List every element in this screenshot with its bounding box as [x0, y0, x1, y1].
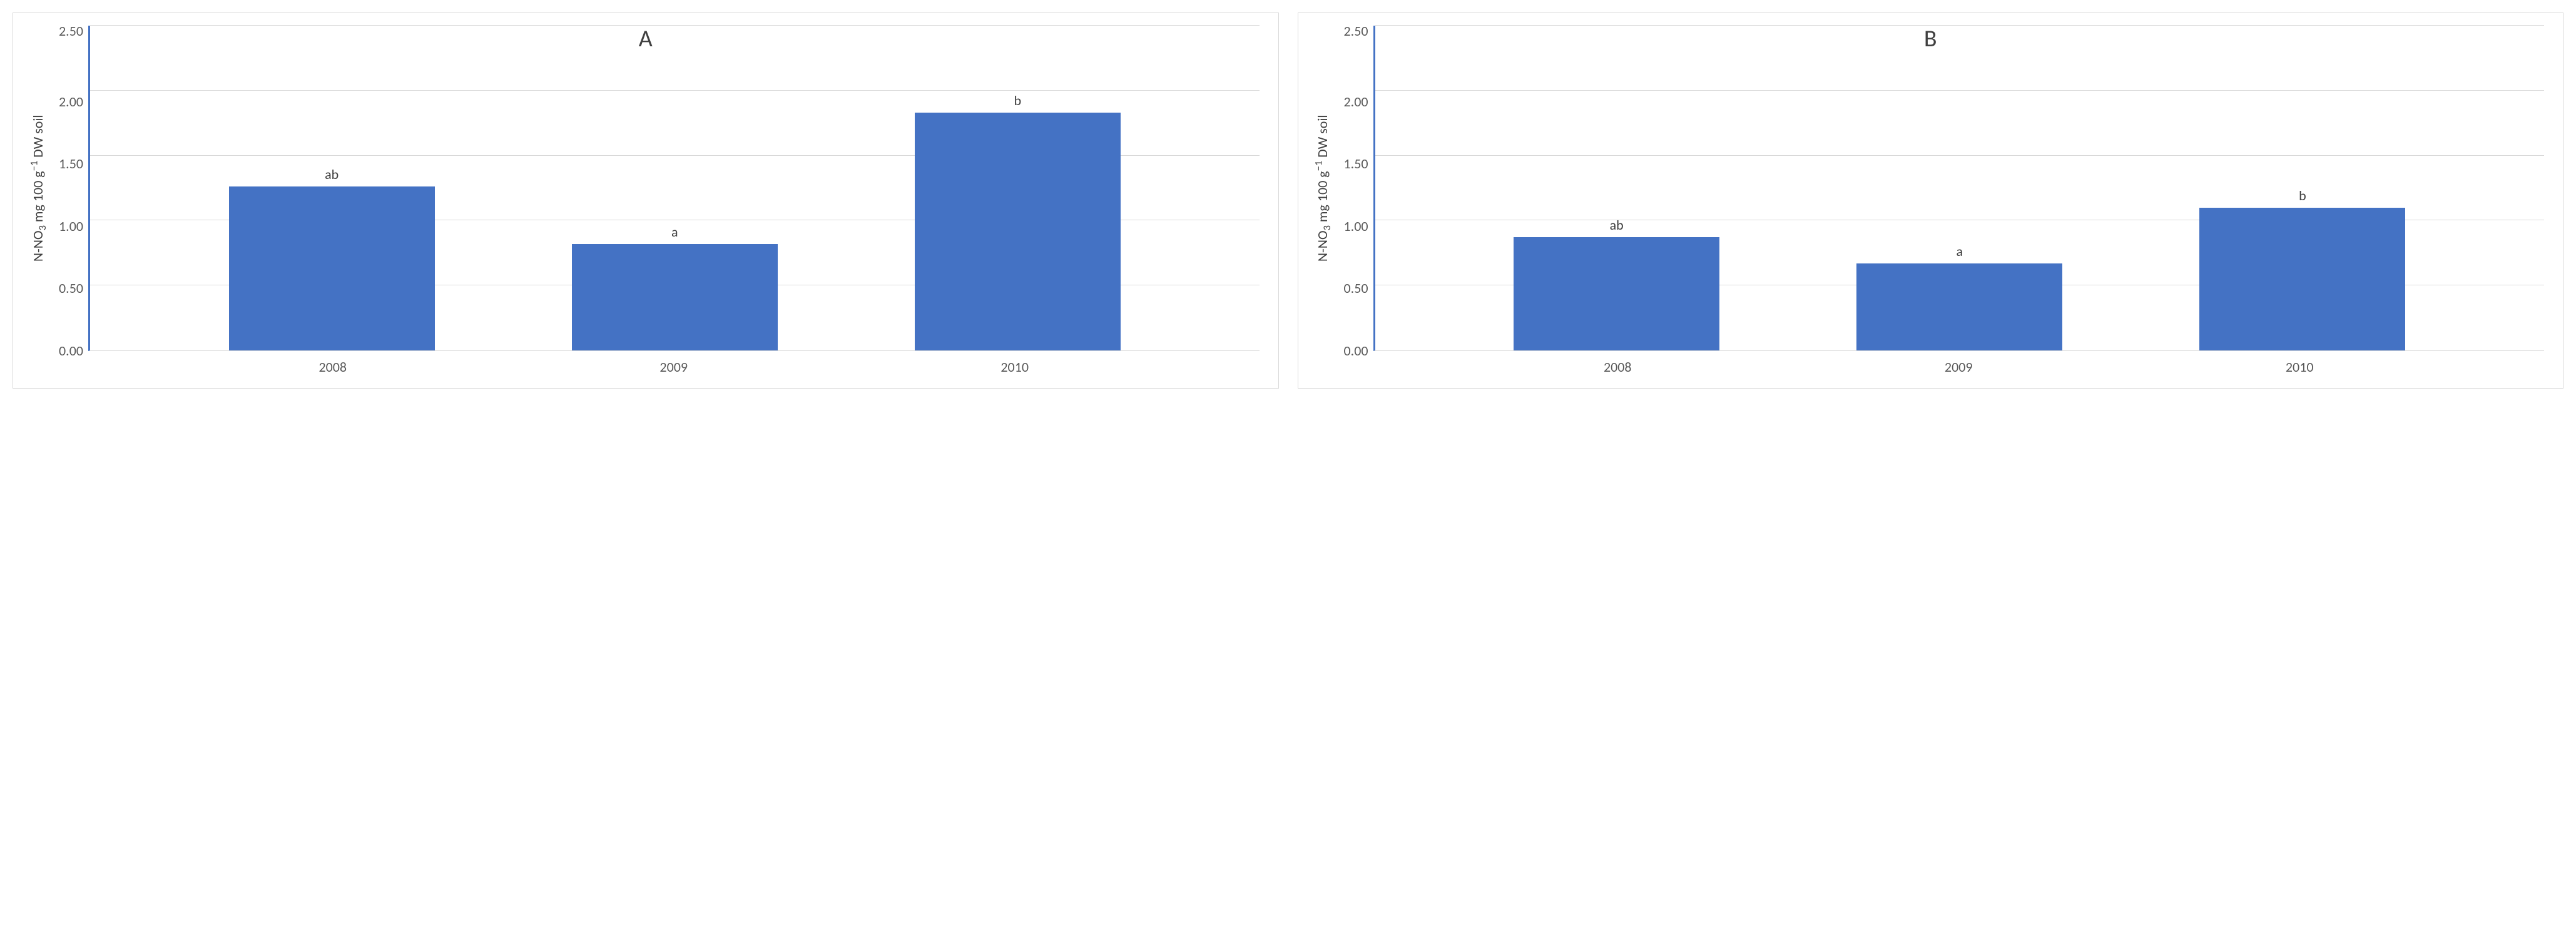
bar-sig-label: a — [671, 223, 678, 240]
x-axis-row: 2008 2009 2010 — [26, 359, 1260, 375]
y-tick: 2.50 — [59, 24, 83, 38]
y-axis-ticks: 2.50 2.00 1.50 1.00 0.50 0.00 — [1336, 26, 1373, 351]
bar-sig-label: b — [2299, 187, 2306, 204]
bar — [915, 113, 1121, 350]
bar — [1856, 263, 2062, 350]
y-tick: 2.00 — [1343, 95, 1368, 109]
x-axis-row: 2008 2009 2010 — [1311, 359, 2545, 375]
x-axis-ticks: 2008 2009 2010 — [88, 359, 1260, 375]
bar — [1514, 237, 1719, 350]
y-axis-ticks: 2.50 2.00 1.50 1.00 0.50 0.00 — [51, 26, 88, 351]
x-tick: 2008 — [230, 359, 435, 375]
plot-area: ab a b — [1373, 26, 2545, 351]
y-tick: 0.50 — [1343, 282, 1368, 295]
y-tick: 2.00 — [59, 95, 83, 109]
bars-row: ab a b — [1375, 26, 2545, 350]
chart-body: N-NO3 mg 100 g−1 DW soil 2.50 2.00 1.50 … — [26, 26, 1260, 351]
chart-panel-a: A N-NO3 mg 100 g−1 DW soil 2.50 2.00 1.5… — [13, 13, 1279, 389]
ylabel-wrap: N-NO3 mg 100 g−1 DW soil — [1311, 26, 1336, 351]
y-tick: 1.00 — [1343, 220, 1368, 233]
chart-body: N-NO3 mg 100 g−1 DW soil 2.50 2.00 1.50 … — [1311, 26, 2545, 351]
bar-group: a — [572, 26, 778, 350]
x-tick: 2010 — [2197, 359, 2402, 375]
y-tick: 1.00 — [59, 220, 83, 233]
bar-sig-label: a — [1956, 243, 1963, 260]
bar-group: ab — [1514, 26, 1719, 350]
y-axis-label: N-NO3 mg 100 g−1 DW soil — [28, 115, 49, 262]
y-tick: 2.50 — [1343, 24, 1368, 38]
y-tick: 0.00 — [59, 344, 83, 358]
bar-sig-label: ab — [325, 166, 339, 183]
bar-group: b — [2199, 26, 2405, 350]
bar-sig-label: ab — [1610, 217, 1624, 233]
x-tick: 2008 — [1515, 359, 1720, 375]
ylabel-wrap: N-NO3 mg 100 g−1 DW soil — [26, 26, 51, 351]
y-tick: 1.50 — [59, 157, 83, 171]
y-tick: 1.50 — [1343, 157, 1368, 171]
bar-sig-label: b — [1014, 92, 1022, 109]
bars-row: ab a b — [90, 26, 1260, 350]
chart-panel-b: B N-NO3 mg 100 g−1 DW soil 2.50 2.00 1.5… — [1298, 13, 2564, 389]
y-tick: 0.00 — [1343, 344, 1368, 358]
bar — [229, 186, 435, 350]
bar-group: ab — [229, 26, 435, 350]
plot-area: ab a b — [88, 26, 1260, 351]
bar-group: a — [1856, 26, 2062, 350]
x-axis-ticks: 2008 2009 2010 — [1373, 359, 2545, 375]
bar — [572, 244, 778, 350]
x-tick: 2010 — [912, 359, 1117, 375]
bar-group: b — [915, 26, 1121, 350]
x-tick: 2009 — [1856, 359, 2061, 375]
bar — [2199, 208, 2405, 350]
y-axis-label: N-NO3 mg 100 g−1 DW soil — [1313, 115, 1334, 262]
y-tick: 0.50 — [59, 282, 83, 295]
x-tick: 2009 — [571, 359, 776, 375]
